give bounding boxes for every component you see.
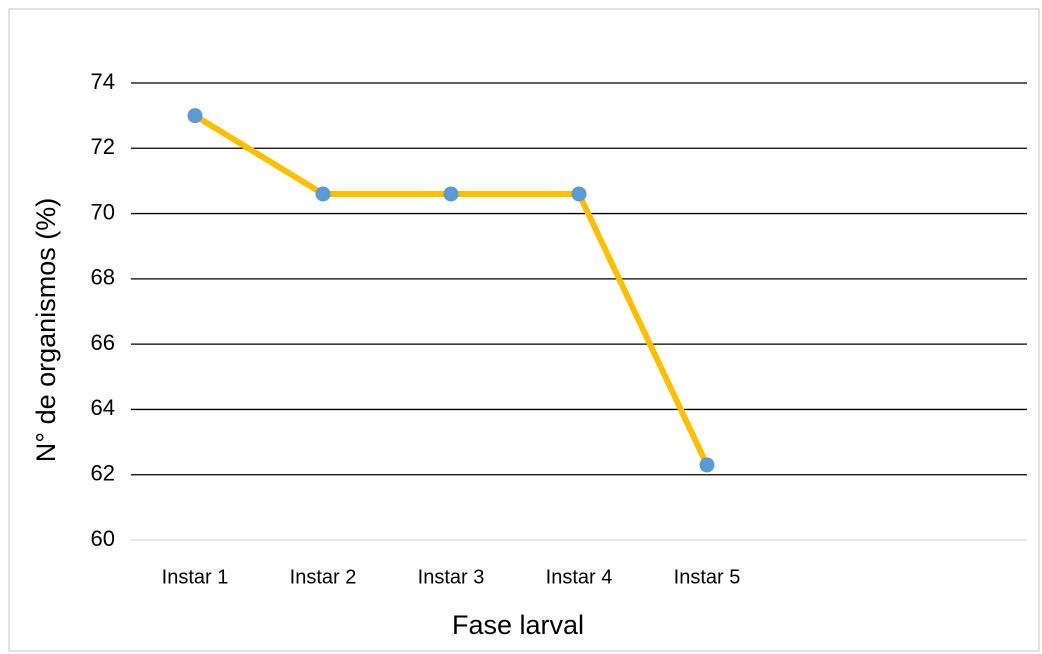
x-tick-label: Instar 5	[674, 566, 741, 588]
y-tick-label: 66	[91, 330, 115, 355]
y-tick-label: 60	[91, 526, 115, 551]
data-point	[187, 108, 203, 124]
x-tick-label: Instar 2	[290, 566, 357, 588]
y-axis-title: N° de organismos (%)	[31, 198, 61, 462]
x-axis-title: Fase larval	[452, 610, 584, 640]
x-tick-label: Instar 3	[418, 566, 485, 588]
y-tick-label: 70	[91, 199, 115, 224]
data-point	[443, 186, 459, 202]
y-tick-label: 72	[91, 134, 115, 159]
y-tick-label: 64	[91, 395, 115, 420]
x-tick-label: Instar 1	[162, 566, 229, 588]
y-tick-label: 74	[91, 69, 115, 94]
data-point	[315, 186, 331, 202]
chart-frame	[8, 8, 1040, 652]
y-tick-label: 62	[91, 461, 115, 486]
x-tick-label: Instar 4	[546, 566, 613, 588]
data-point	[571, 186, 587, 202]
data-point	[699, 457, 715, 473]
y-tick-label: 68	[91, 265, 115, 290]
